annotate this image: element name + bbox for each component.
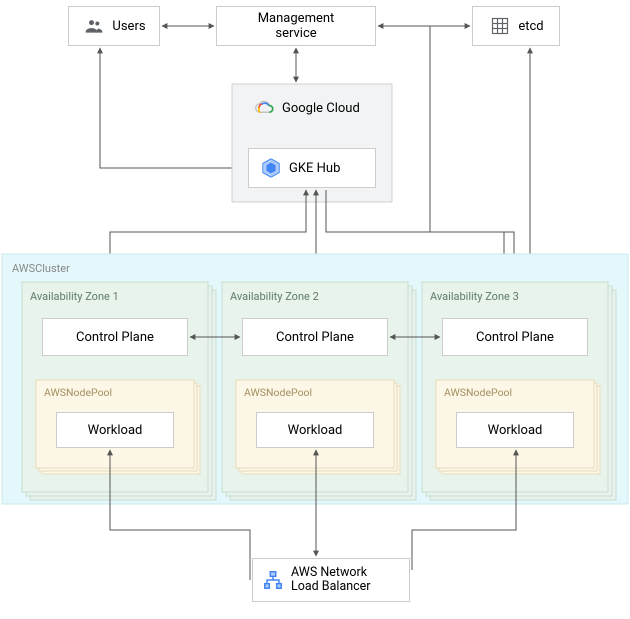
awscluster-title: AWSCluster — [12, 262, 70, 275]
gkehub-icon — [259, 156, 283, 180]
users-icon — [82, 14, 106, 38]
etcd-icon — [488, 14, 512, 38]
nodepool-3-title: AWSNodePool — [444, 386, 512, 399]
nlb-label: AWS Network Load Balancer — [291, 566, 371, 595]
nodepool-2-title: AWSNodePool — [244, 386, 312, 399]
control-plane-1: Control Plane — [42, 318, 188, 356]
google-cloud-icon — [252, 96, 276, 120]
workload-3-label: Workload — [488, 423, 543, 438]
workload-3: Workload — [456, 412, 574, 448]
workload-2-label: Workload — [288, 423, 343, 438]
nodepool-1-title: AWSNodePool — [44, 386, 112, 399]
az2-title: Availability Zone 2 — [230, 290, 319, 303]
gkehub-box: GKE Hub — [248, 148, 376, 188]
users-box: Users — [68, 6, 160, 46]
az3-title: Availability Zone 3 — [430, 290, 519, 303]
control-plane-1-label: Control Plane — [76, 330, 154, 345]
control-plane-3: Control Plane — [442, 318, 588, 356]
gcp-panel-header: Google Cloud — [244, 96, 380, 120]
nlb-icon — [261, 568, 285, 592]
users-label: Users — [112, 19, 145, 34]
aws-nlb-box: AWS Network Load Balancer — [252, 558, 410, 602]
az1-title: Availability Zone 1 — [30, 290, 119, 303]
workload-2: Workload — [256, 412, 374, 448]
gcp-panel-label: Google Cloud — [282, 101, 360, 116]
workload-1: Workload — [56, 412, 174, 448]
management-service-box: Management service — [216, 6, 376, 46]
management-service-label: Management service — [258, 11, 335, 41]
etcd-label: etcd — [518, 19, 543, 34]
control-plane-3-label: Control Plane — [476, 330, 554, 345]
control-plane-2-label: Control Plane — [276, 330, 354, 345]
gkehub-label: GKE Hub — [289, 161, 340, 176]
control-plane-2: Control Plane — [242, 318, 388, 356]
workload-1-label: Workload — [88, 423, 143, 438]
etcd-box: etcd — [472, 6, 560, 46]
